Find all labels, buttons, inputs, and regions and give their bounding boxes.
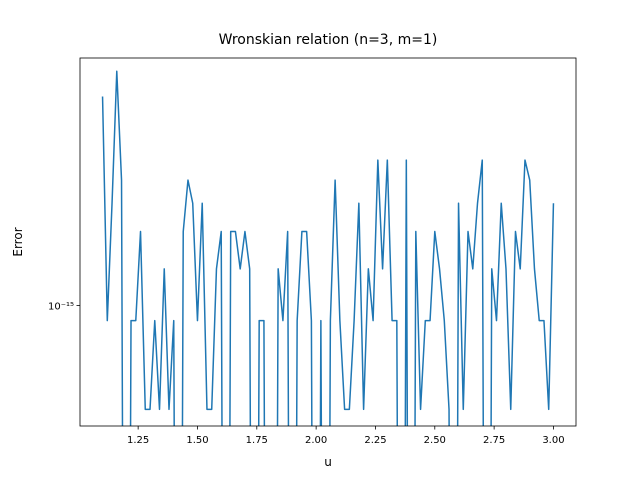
x-tick-label: 2.50	[424, 435, 446, 446]
y-tick-label: 10⁻¹⁵	[48, 301, 74, 312]
x-tick-label: 2.75	[483, 435, 505, 446]
x-tick-label: 1.75	[246, 435, 268, 446]
x-tick-label: 1.25	[127, 435, 149, 446]
y-axis-label: Error	[11, 227, 25, 256]
x-axis-label: u	[324, 455, 332, 469]
axes-frame	[79, 57, 577, 427]
x-tick-label: 1.50	[186, 435, 208, 446]
x-tick-label: 3.00	[542, 435, 564, 446]
plot-area	[101, 70, 555, 426]
x-tick-label: 2.00	[305, 435, 327, 446]
x-tick-label: 2.25	[364, 435, 386, 446]
data-line	[101, 70, 555, 426]
chart-title: Wronskian relation (n=3, m=1)	[219, 32, 438, 48]
